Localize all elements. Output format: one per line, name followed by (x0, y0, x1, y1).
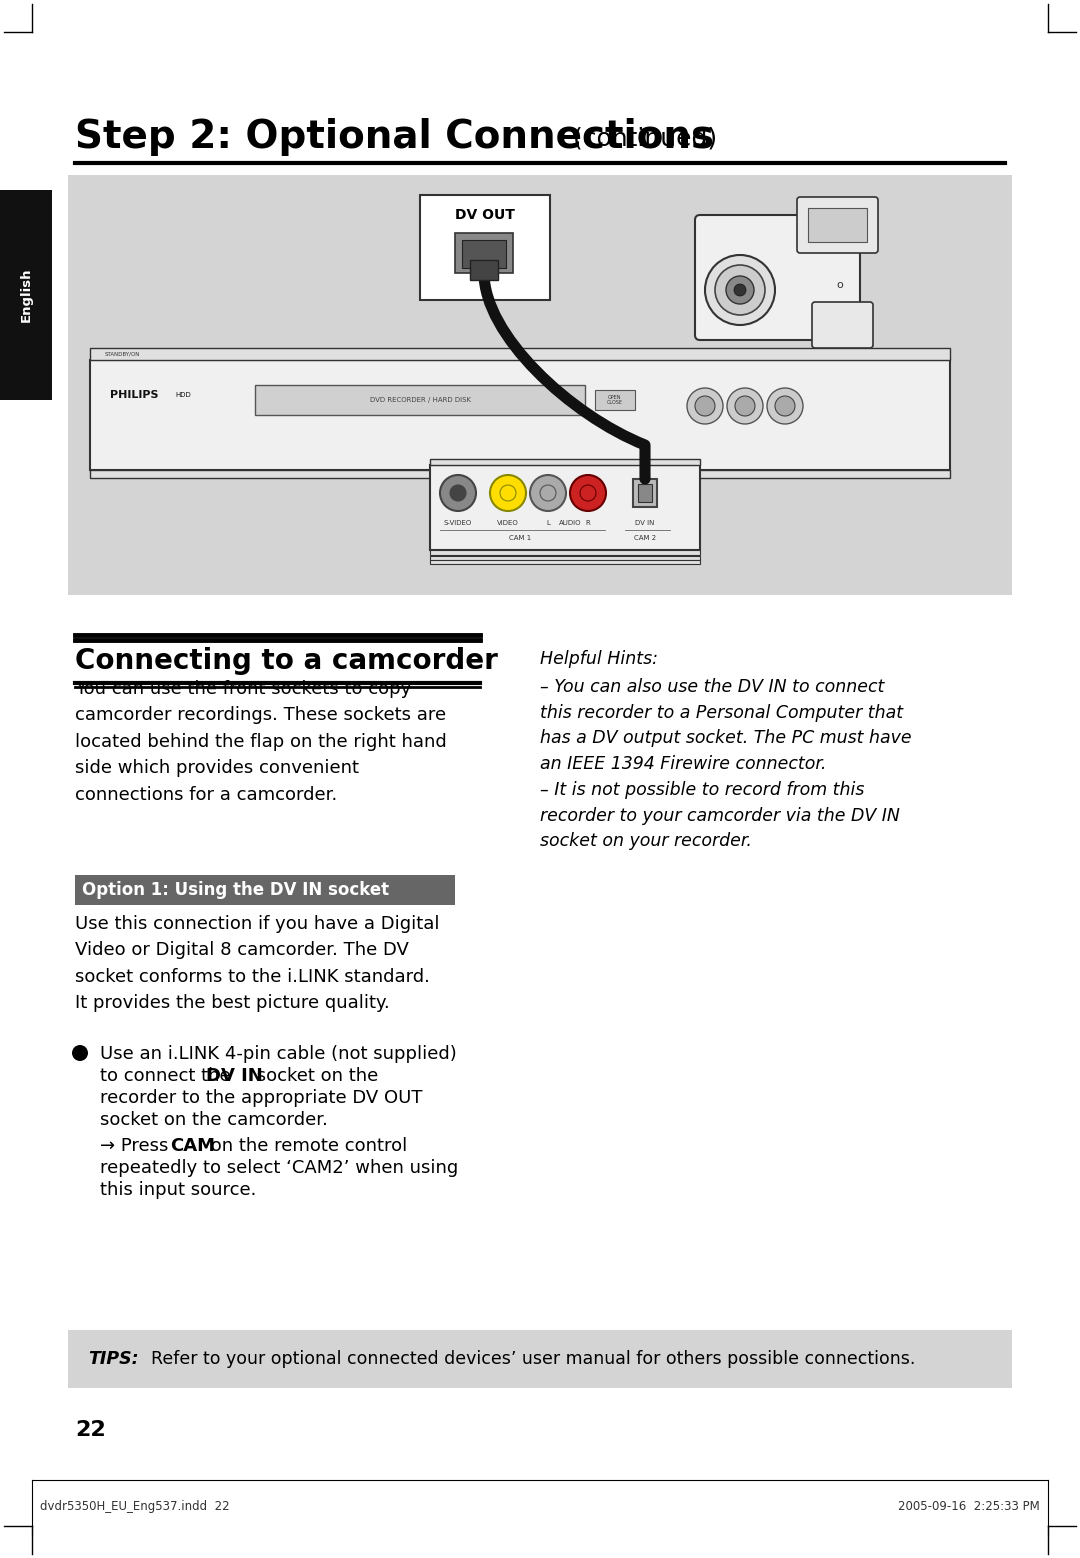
Text: (continued): (continued) (565, 126, 717, 150)
Bar (430, 460, 700, 464)
Text: dvdr5350H_EU_Eng537.indd  22: dvdr5350H_EU_Eng537.indd 22 (40, 1500, 230, 1513)
Circle shape (734, 284, 746, 296)
Circle shape (540, 485, 556, 502)
Text: to connect the: to connect the (100, 1067, 237, 1084)
FancyBboxPatch shape (812, 302, 873, 347)
Text: OPEN
CLOSE: OPEN CLOSE (607, 394, 623, 405)
Text: CAM 2: CAM 2 (634, 534, 656, 541)
Text: Step 2: Optional Connections: Step 2: Optional Connections (75, 118, 714, 156)
Text: Helpful Hints:: Helpful Hints: (540, 650, 658, 668)
Circle shape (450, 485, 465, 502)
Bar (75, 876, 455, 905)
Text: AUDIO: AUDIO (558, 520, 581, 527)
Bar (255, 385, 585, 414)
Text: 22: 22 (75, 1419, 106, 1440)
Bar (595, 390, 635, 410)
Text: L: L (546, 520, 550, 527)
Text: Use this connection if you have a Digital
Video or Digital 8 camcorder. The DV
s: Use this connection if you have a Digita… (75, 915, 440, 1013)
Bar (638, 485, 652, 502)
Text: CAM: CAM (170, 1137, 215, 1154)
Text: Use an i.LINK 4-pin cable (not supplied): Use an i.LINK 4-pin cable (not supplied) (100, 1045, 457, 1063)
Circle shape (715, 265, 765, 315)
Circle shape (440, 475, 476, 511)
Circle shape (530, 475, 566, 511)
Text: recorder to the appropriate DV OUT: recorder to the appropriate DV OUT (100, 1089, 422, 1108)
Bar (470, 260, 498, 280)
Text: S-VIDEO: S-VIDEO (444, 520, 472, 527)
Circle shape (767, 388, 804, 424)
Bar (462, 240, 507, 268)
Text: socket on the: socket on the (251, 1067, 378, 1084)
Text: DV IN: DV IN (206, 1067, 262, 1084)
Text: DV OUT: DV OUT (455, 209, 515, 221)
Text: – You can also use the DV IN to connect
this recorder to a Personal Computer tha: – You can also use the DV IN to connect … (540, 678, 912, 851)
Bar (68, 174, 1012, 595)
Text: PHILIPS: PHILIPS (110, 390, 159, 400)
Text: VIDEO: VIDEO (497, 520, 518, 527)
Text: STANDBY/ON: STANDBY/ON (105, 352, 140, 357)
Circle shape (735, 396, 755, 416)
Text: 2005-09-16  2:25:33 PM: 2005-09-16 2:25:33 PM (899, 1500, 1040, 1513)
Bar (430, 464, 700, 550)
Bar (90, 360, 950, 471)
Circle shape (705, 256, 775, 326)
Text: o: o (837, 280, 843, 290)
Text: on the remote control: on the remote control (205, 1137, 407, 1154)
Circle shape (696, 396, 715, 416)
Text: → Press: → Press (100, 1137, 174, 1154)
Bar (430, 556, 700, 559)
Text: TIPS:: TIPS: (87, 1349, 138, 1368)
Text: Option 1: Using the DV IN socket: Option 1: Using the DV IN socket (82, 880, 389, 899)
Circle shape (570, 475, 606, 511)
Bar (808, 209, 867, 241)
Circle shape (727, 388, 762, 424)
Bar (430, 559, 700, 564)
Text: R: R (585, 520, 591, 527)
FancyBboxPatch shape (797, 196, 878, 252)
Bar (68, 1331, 1012, 1388)
Circle shape (726, 276, 754, 304)
Circle shape (490, 475, 526, 511)
Text: English: English (19, 268, 32, 323)
Circle shape (775, 396, 795, 416)
Bar (455, 234, 513, 273)
Text: this input source.: this input source. (100, 1181, 256, 1200)
Bar (420, 195, 550, 301)
Text: DV IN: DV IN (635, 520, 654, 527)
Text: Refer to your optional connected devices’ user manual for others possible connec: Refer to your optional connected devices… (140, 1349, 916, 1368)
Circle shape (500, 485, 516, 502)
Bar (0, 190, 52, 400)
Text: You can use the front sockets to copy
camcorder recordings. These sockets are
lo: You can use the front sockets to copy ca… (75, 679, 447, 804)
Circle shape (72, 1045, 87, 1061)
Text: CAM 1: CAM 1 (509, 534, 531, 541)
Text: socket on the camcorder.: socket on the camcorder. (100, 1111, 328, 1130)
Circle shape (687, 388, 723, 424)
Text: HDD: HDD (175, 393, 191, 397)
Bar (430, 550, 700, 555)
Bar (90, 471, 950, 478)
FancyBboxPatch shape (696, 215, 860, 340)
Text: repeatedly to select ‘CAM2’ when using: repeatedly to select ‘CAM2’ when using (100, 1159, 458, 1176)
Text: Connecting to a camcorder: Connecting to a camcorder (75, 647, 498, 675)
Circle shape (580, 485, 596, 502)
Bar (633, 478, 657, 506)
Bar (90, 347, 950, 360)
Text: DVD RECORDER / HARD DISK: DVD RECORDER / HARD DISK (369, 397, 471, 404)
